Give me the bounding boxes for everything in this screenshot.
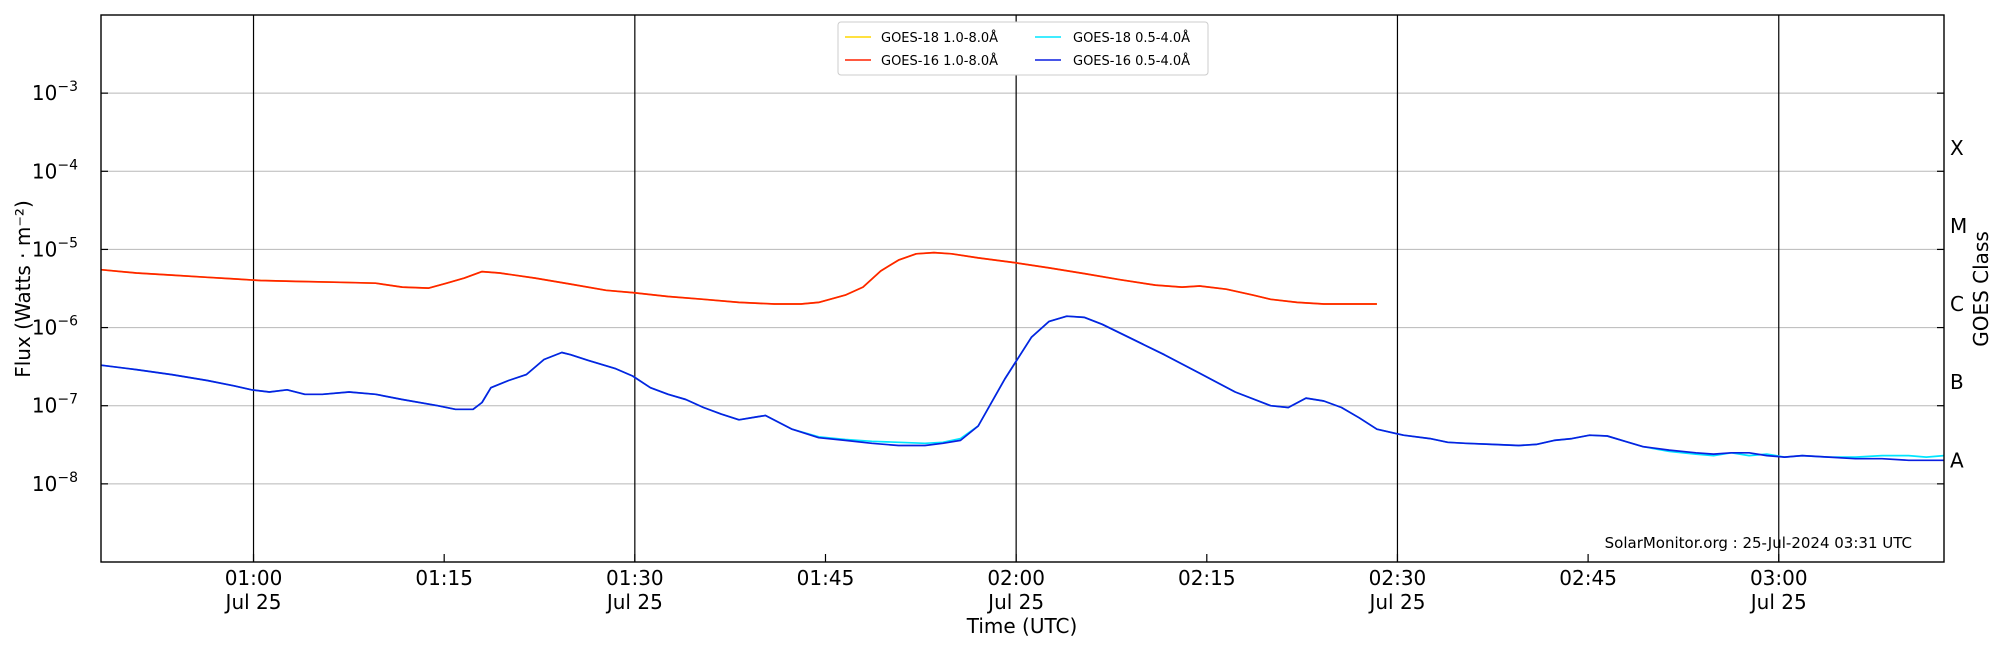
y-axis-title: Flux (Watts · m⁻²) <box>11 200 35 378</box>
goes-class-label-b: B <box>1950 370 1964 394</box>
legend: GOES-18 1.0-8.0Å GOES-18 0.5-4.0Å GOES-1… <box>837 21 1209 76</box>
legend-label-goes16-long: GOES-16 1.0-8.0Å <box>881 53 998 69</box>
series-line-3 <box>100 315 1944 462</box>
y-tick-label: 10−8 <box>32 470 78 496</box>
legend-label-goes18-short: GOES-18 0.5-4.0Å <box>1073 30 1190 46</box>
goes-class-label-x: X <box>1950 136 1964 160</box>
x-tick-label: 02:00 <box>987 566 1045 590</box>
x-tick-label: 01:30 <box>606 566 664 590</box>
x-tick-label: 01:00 <box>225 566 283 590</box>
x-axis-title: Time (UTC) <box>966 614 1078 638</box>
day-vertical-lines <box>252 15 1780 562</box>
y-tick-label: 10−7 <box>32 392 78 418</box>
source-footer: SolarMonitor.org : 25-Jul-2024 03:31 UTC <box>1605 534 1912 552</box>
y-tick-label: 10−4 <box>32 157 78 183</box>
goes-class-label-a: A <box>1950 448 1964 472</box>
right-axis-title: GOES Class <box>1969 231 1993 347</box>
x-tick-label: 01:15 <box>415 566 473 590</box>
x-tick-sublabel: Jul 25 <box>224 590 282 614</box>
x-tick-label: 02:15 <box>1178 566 1236 590</box>
plot-frame <box>100 14 1945 563</box>
goes-class-labels: X M C B A <box>1950 136 1967 473</box>
x-tick-sublabel: Jul 25 <box>986 590 1044 614</box>
x-tick-label: 03:00 <box>1750 566 1808 590</box>
legend-label-goes18-long: GOES-18 1.0-8.0Å <box>881 30 998 46</box>
gridlines <box>101 92 1944 485</box>
x-tick-sublabel: Jul 25 <box>1367 590 1425 614</box>
y-axis-ticks: 10−8 10−7 10−6 10−5 10−4 10−3 <box>32 79 1944 496</box>
x-tick-label: 01:45 <box>797 566 855 590</box>
legend-box <box>837 21 1209 76</box>
series-line-1 <box>100 251 1377 305</box>
legend-label-goes16-short: GOES-16 0.5-4.0Å <box>1073 53 1190 69</box>
goes-class-label-c: C <box>1950 292 1964 316</box>
goes-class-label-m: M <box>1950 214 1967 238</box>
x-tick-label: 02:30 <box>1369 566 1427 590</box>
x-tick-sublabel: Jul 25 <box>1749 590 1807 614</box>
y-tick-label: 10−5 <box>32 235 78 261</box>
data-series <box>100 251 1945 462</box>
x-tick-sublabel: Jul 25 <box>605 590 663 614</box>
y-tick-label: 10−3 <box>32 79 78 105</box>
y-tick-label: 10−6 <box>32 314 78 340</box>
x-tick-label: 02:45 <box>1559 566 1617 590</box>
